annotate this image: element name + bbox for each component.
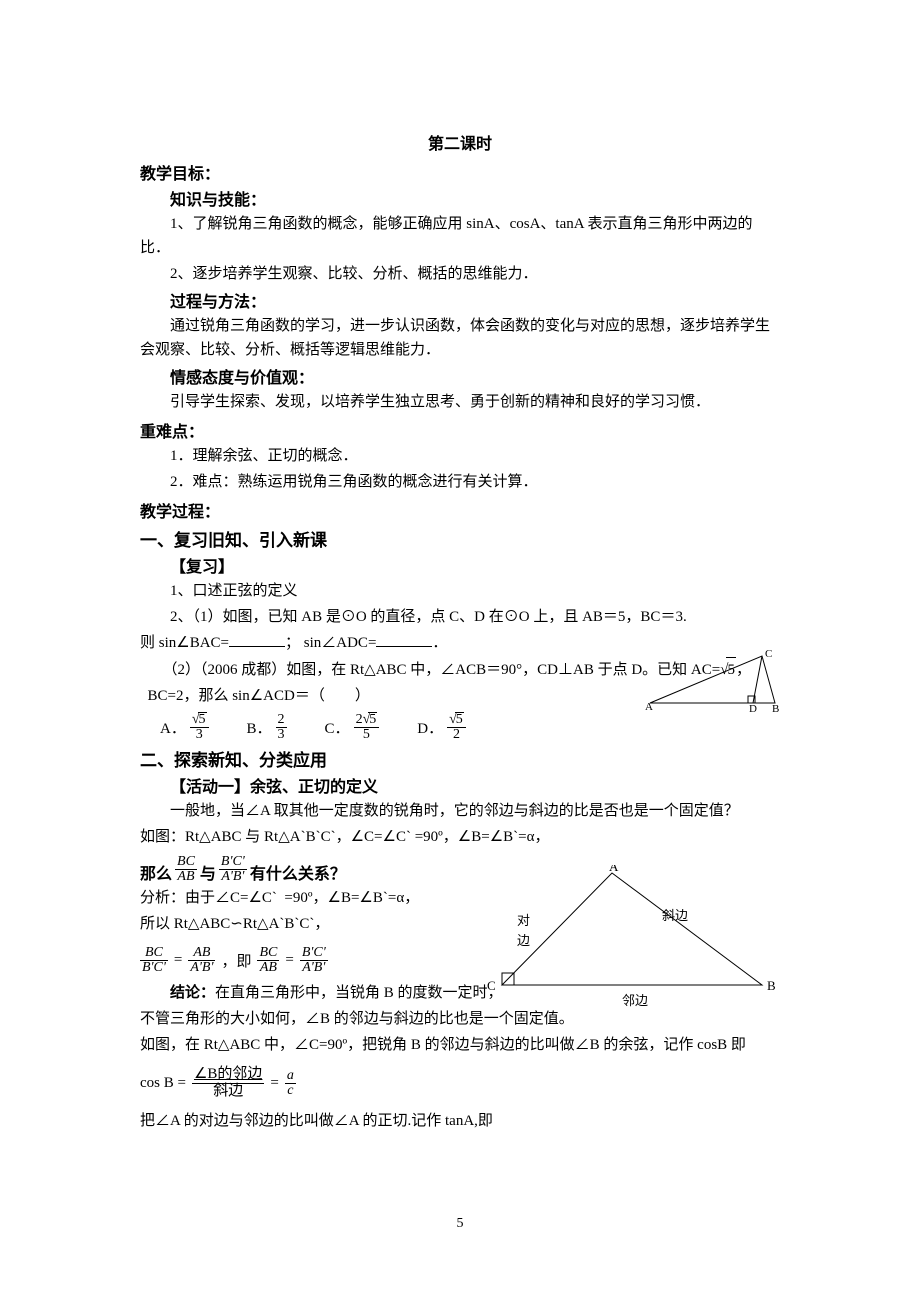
blank-2 <box>376 646 432 647</box>
cos-lhs: cos B = <box>140 1075 186 1092</box>
difficulty-p1: 1．理解余弦、正切的概念． <box>140 444 780 468</box>
q-frac2-num: B'C' <box>219 855 247 870</box>
f2-eq2: = <box>285 952 293 969</box>
options-row: A． 5 3 B． 2 3 C． 25 5 <box>160 712 780 742</box>
cos-frac1: ∠B的邻边 斜边 <box>192 1067 264 1099</box>
section2-heading: 二、探索新知、分类应用 <box>140 746 780 771</box>
process-heading: 过程与方法： <box>170 288 780 312</box>
option-d: D． 5 2 <box>417 712 466 742</box>
cos-rhs-den: c <box>285 1084 296 1098</box>
label-hyp: 斜边 <box>662 908 688 923</box>
triangle-abc-diagram: A B C 斜边 对 边 邻边 <box>477 865 777 1015</box>
label-c: C <box>765 648 772 660</box>
section1-p2a: 2、（1）如图，已知 AB 是⊙O 的直径，点 C、D 在⊙O 上，且 AB＝5… <box>140 605 780 629</box>
option-b-label: B． <box>247 717 272 738</box>
procedure-heading: 教学过程： <box>140 498 780 522</box>
option-b-den: 3 <box>276 728 287 742</box>
difficulty-heading: 重难点： <box>140 418 780 442</box>
knowledge-p2: 2、逐步培养学生观察、比较、分析、概括的思维能力． <box>140 262 780 286</box>
p2b-suffix: ． <box>432 635 447 651</box>
cos-eq: = <box>270 1075 278 1092</box>
q-frac1: BC AB <box>175 855 197 884</box>
section2-p1: 一般地，当∠A 取其他一定度数的锐角时，它的邻边与斜边的比是否也是一个固定值？ <box>140 799 780 823</box>
label-d: D <box>749 703 757 713</box>
section2-p2: 如图：Rt△ABC 与 Rt△A`B`C`，∠C=∠C` =90º，∠B=∠B`… <box>140 825 780 849</box>
option-b: B． 2 3 <box>247 713 287 742</box>
option-a: A． 5 3 <box>160 712 209 742</box>
conclusion-p1: 在直角三角形中，当锐角 B 的度数一定时， <box>215 985 503 1001</box>
option-d-label: D． <box>417 717 443 738</box>
process-p: 通过锐角三角函数的学习，进一步认识函数，体会函数的变化与对应的思想，逐步培养学生… <box>140 314 780 362</box>
q-frac1-den: AB <box>175 870 197 884</box>
option-c-den: 5 <box>354 728 380 742</box>
cos-frac2: a c <box>285 1069 296 1098</box>
option-c-label: C． <box>325 717 350 738</box>
q-prefix: 那么 <box>140 860 172 884</box>
triangle-outline <box>650 656 775 703</box>
option-a-den: 3 <box>190 728 209 742</box>
p2b-mid: ； sin∠ADC= <box>285 635 376 651</box>
f2a: BCB'C' <box>140 946 168 975</box>
p2b-prefix: 则 sin∠BAC= <box>140 635 229 651</box>
sqrt-icon: 5 <box>363 712 378 727</box>
option-c-num: 25 <box>354 712 380 728</box>
label2-c: C <box>487 978 496 993</box>
blank-1 <box>229 646 285 647</box>
f2c: BCAB <box>257 946 279 975</box>
conclusion-p3: 如图，在 Rt△ABC 中，∠C=90º，把锐角 B 的邻边与斜边的比叫做∠B … <box>140 1033 780 1057</box>
q-mid: 与 <box>200 860 216 884</box>
knowledge-p1: 1、了解锐角三角函数的概念，能够正确应用 sinA、cosA、tanA 表示直角… <box>140 212 780 260</box>
cos-formula: cos B = ∠B的邻边 斜边 = a c <box>140 1067 780 1099</box>
cos-rhs-num: a <box>285 1069 296 1084</box>
section1-sub: 【复习】 <box>170 553 780 577</box>
option-c: C． 25 5 <box>325 712 380 742</box>
f2b: ABA'B' <box>188 946 215 975</box>
option-c-frac: 25 5 <box>354 712 380 742</box>
content-area: 第二课时 教学目标： 知识与技能： 1、了解锐角三角函数的概念，能够正确应用 s… <box>140 130 780 1133</box>
label-a: A <box>645 701 653 713</box>
option-a-num: 5 <box>190 712 209 728</box>
page-title: 第二课时 <box>140 130 780 154</box>
q-frac1-num: BC <box>175 855 197 870</box>
sqrt-icon: 5 <box>192 712 207 727</box>
label-b: B <box>772 703 779 713</box>
knowledge-heading: 知识与技能： <box>170 186 780 210</box>
f2-comma: ，即 <box>221 950 251 971</box>
option-d-frac: 5 2 <box>447 712 466 742</box>
option-b-frac: 2 3 <box>276 713 287 742</box>
cos-den: 斜边 <box>192 1084 264 1099</box>
attitude-heading: 情感态度与价值观： <box>170 364 780 388</box>
q-frac2: B'C' A'B' <box>219 855 247 884</box>
label2-b: B <box>767 978 776 993</box>
label-opp1: 对 <box>517 913 530 928</box>
option-a-label: A． <box>160 717 186 738</box>
option-a-frac: 5 3 <box>190 712 209 742</box>
tan-p: 把∠A 的对边与邻边的比叫做∠A 的正切.记作 tanA,即 <box>140 1109 780 1133</box>
q-frac2-den: A'B' <box>219 870 247 884</box>
q-suffix: 有什么关系？ <box>250 860 346 884</box>
label-opp2: 边 <box>517 933 530 948</box>
section1-p1: 1、口述正弦的定义 <box>140 579 780 603</box>
f2d: B'C'A'B' <box>300 946 328 975</box>
triangle2-outline <box>502 873 762 985</box>
p3-prefix: （2）（2006 成都）如图，在 Rt△ABC 中，∠ACB＝90°，CD⊥AB… <box>140 662 720 678</box>
option-d-num: 5 <box>447 712 466 728</box>
cos-num: ∠B的邻边 <box>192 1067 264 1084</box>
goals-heading: 教学目标： <box>140 160 780 184</box>
option-b-num: 2 <box>276 713 287 728</box>
label2-a: A <box>609 865 619 874</box>
conclusion-label: 结论： <box>170 985 215 1001</box>
sqrt-icon: 5 <box>449 712 464 727</box>
f2-eq1: = <box>174 952 182 969</box>
page-number: 5 <box>0 1216 920 1232</box>
difficulty-p2: 2．难点：熟练运用锐角三角函数的概念进行有关计算． <box>140 470 780 494</box>
section2-sub: 【活动一】余弦、正切的定义 <box>170 773 780 797</box>
triangle-acd-diagram: A B D C <box>645 648 785 713</box>
attitude-p: 引导学生探索、发现，以培养学生独立思考、勇于创新的精神和良好的学习习惯． <box>140 390 780 414</box>
option-d-den: 2 <box>447 728 466 742</box>
label-adj: 邻边 <box>622 993 648 1008</box>
section1-heading: 一、复习旧知、引入新课 <box>140 526 780 551</box>
page: 第二课时 教学目标： 知识与技能： 1、了解锐角三角函数的概念，能够正确应用 s… <box>0 0 920 1302</box>
